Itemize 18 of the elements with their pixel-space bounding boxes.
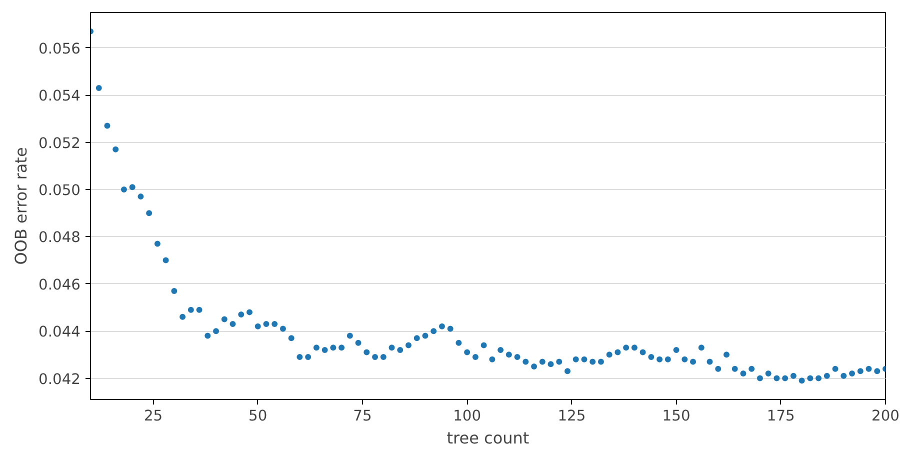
y-tick-label: 0.054	[38, 88, 81, 105]
x-tick-label: 175	[766, 408, 795, 424]
x-axis-title: tree count	[446, 428, 530, 448]
x-tick-label: 150	[662, 408, 690, 424]
y-tick-label: 0.056	[38, 40, 81, 58]
y-tick-label: 0.042	[38, 370, 81, 388]
y-axis-title: OOB error rate	[12, 147, 31, 265]
y-tick-label: 0.048	[38, 229, 81, 246]
x-tick-label: 75	[353, 408, 372, 424]
x-tick-label: 200	[872, 408, 900, 424]
x-tick-label: 25	[144, 408, 163, 424]
y-tick-label: 0.046	[38, 276, 81, 294]
x-tick-label: 125	[558, 408, 586, 424]
y-tick-label: 0.044	[38, 324, 81, 341]
x-tick-label: 50	[248, 408, 268, 424]
y-tick-label: 0.052	[38, 134, 81, 152]
x-tick-label: 100	[453, 408, 482, 424]
y-tick-label: 0.050	[38, 182, 81, 199]
